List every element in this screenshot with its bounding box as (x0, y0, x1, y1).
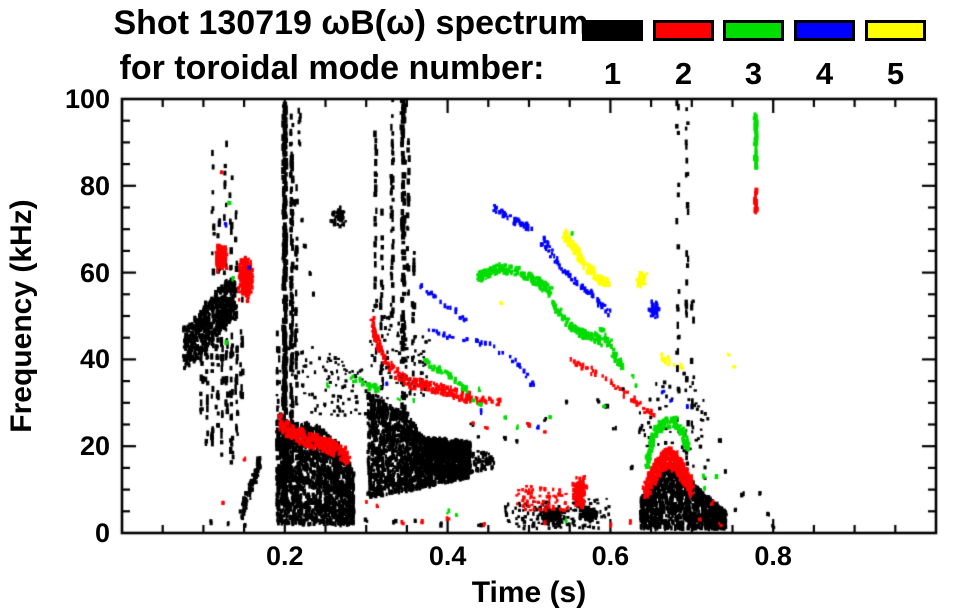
chart-subtitle: for toroidal mode number: (119, 49, 545, 87)
legend-label-mode-1: 1 (603, 56, 622, 91)
legend-swatch-mode-5 (865, 20, 926, 41)
y-tick-label: 80 (79, 170, 110, 201)
legend-swatch-mode-4 (794, 20, 855, 41)
x-tick-label: 0.6 (591, 541, 630, 571)
legend-label-mode-5: 5 (886, 56, 905, 91)
x-tick-label: 0.2 (266, 541, 304, 571)
x-tick-label: 0.4 (428, 541, 467, 571)
chart-title: Shot 130719 ωB(ω) spectrum (113, 4, 589, 42)
y-tick-label: 100 (64, 84, 110, 114)
y-tick-label: 0 (94, 518, 110, 548)
x-axis-title: Time (s) (471, 576, 587, 609)
legend-swatch-mode-1 (582, 20, 643, 41)
y-axis-title: Frequency (kHz) (5, 199, 38, 433)
legend-label-mode-2: 2 (674, 56, 693, 91)
legend-label-mode-4: 4 (815, 56, 834, 91)
x-tick-label: 0.8 (754, 541, 792, 571)
y-tick-label: 60 (79, 257, 110, 288)
legend-swatch-mode-3 (723, 20, 784, 41)
y-tick-label: 40 (79, 344, 110, 375)
legend-label-mode-3: 3 (744, 56, 763, 91)
legend-swatch-mode-2 (653, 20, 714, 41)
y-tick-label: 20 (79, 431, 110, 462)
